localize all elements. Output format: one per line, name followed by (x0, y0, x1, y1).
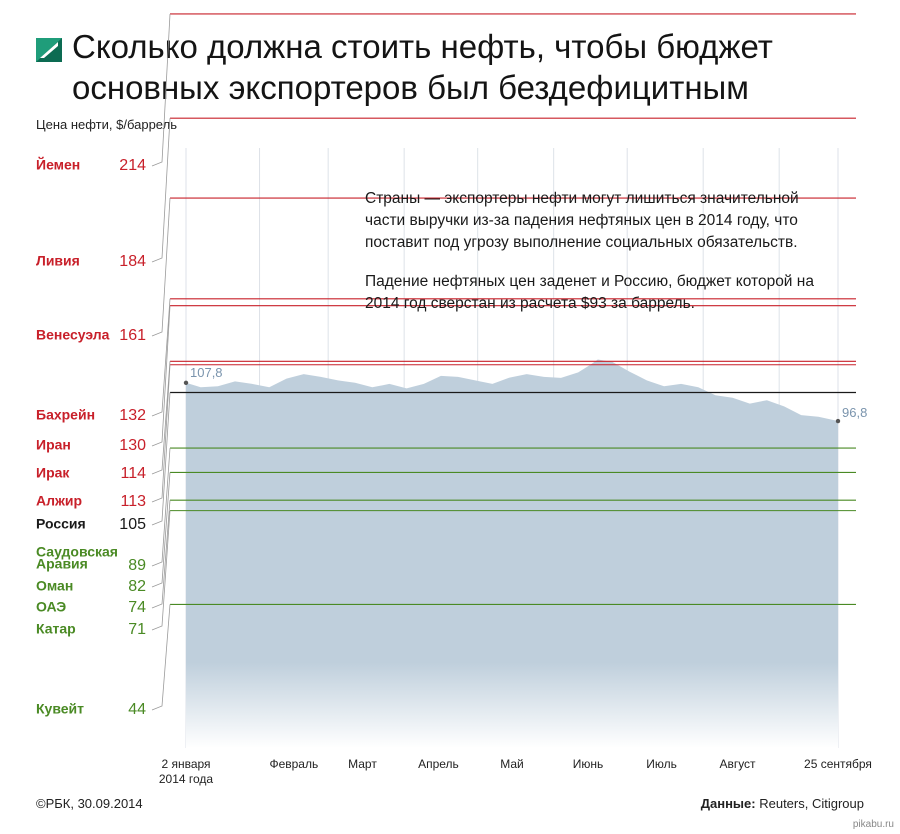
note-paragraph-1: Страны — экспортеры нефти могут лишиться… (365, 190, 799, 251)
country-label-1: Ливия (36, 253, 80, 269)
connector-12 (151, 604, 171, 711)
source-credit: ©РБК, 30.09.2014 (36, 796, 143, 811)
country-value-9: 82 (128, 578, 146, 595)
x-tick-label-5: Июнь (573, 757, 604, 771)
country-value-5: 114 (120, 465, 146, 482)
x-tick-label-7: Август (719, 757, 756, 771)
country-value-11: 71 (128, 621, 146, 638)
country-label-10: ОАЭ (36, 599, 66, 615)
country-value-4: 130 (119, 437, 146, 454)
country-label-6: Алжир (36, 493, 82, 509)
end-point (835, 418, 841, 424)
connector-7 (151, 392, 171, 526)
connector-0 (151, 13, 171, 167)
end-value-label: 96,8 (842, 405, 867, 420)
country-value-7: 105 (119, 516, 146, 533)
chart-title: Сколько должна стоить нефть, чтобы бюдже… (72, 26, 872, 108)
country-labels: Йемен 214 Ливия 184 Венесуэла 161 Бахрейн 132 Ир… (36, 13, 171, 718)
x-tick-label-1: Февраль (269, 757, 318, 771)
y-axis-unit-label: Цена нефти, $/баррель (36, 117, 177, 132)
country-value-0: 214 (119, 157, 146, 174)
country-value-3: 132 (119, 407, 146, 424)
x-tick-label-3: Апрель (418, 757, 459, 771)
country-label-2: Венесуэла (36, 327, 110, 343)
country-label-3: Бахрейн (36, 407, 95, 423)
x-tick-label-8: 25 сентября (804, 757, 872, 771)
watermark: pikabu.ru (852, 819, 894, 830)
note-paragraph-2: Падение нефтяных цен заденет и Россию, б… (365, 273, 814, 312)
country-label-4: Иран (36, 437, 71, 453)
country-label-11: Катар (36, 621, 76, 637)
country-value-12: 44 (128, 701, 146, 718)
connector-11 (151, 510, 171, 631)
connector-1 (151, 118, 171, 263)
x-tick-label-2: Март (348, 757, 377, 771)
start-value-label: 107,8 (190, 365, 223, 380)
country-label-7: Россия (36, 516, 86, 532)
price-endpoints: 107,8 96,8 (183, 365, 867, 424)
title-line-1: Сколько должна стоить нефть, чтобы бюдже… (72, 28, 773, 65)
annotation-note: Страны — экспортеры нефти могут лишиться… (365, 188, 835, 332)
country-value-6: 113 (120, 493, 146, 510)
country-label-saudi-line1: Саудовская (36, 544, 118, 560)
country-label-0: Йемен (36, 156, 80, 173)
connector-4 (151, 305, 171, 447)
connector-8 (151, 448, 171, 567)
country-label-saudi-line2: Аравия (36, 556, 88, 572)
country-value-8: 89 (128, 557, 146, 574)
country-value-1: 184 (119, 253, 146, 270)
country-label-5: Ирак (36, 465, 70, 481)
x-tick-label-0-line1: 2 января (161, 757, 210, 771)
connector-2 (151, 198, 171, 337)
connector-6 (151, 364, 171, 503)
data-sources-value: Reuters, Citigroup (759, 796, 864, 811)
connector-9 (151, 472, 171, 588)
connector-10 (151, 500, 171, 609)
country-value-10: 74 (128, 599, 146, 616)
x-tick-label-4: Май (500, 757, 524, 771)
x-tick-label-6: Июль (646, 757, 677, 771)
connector-5 (151, 361, 171, 475)
data-sources-label: Данные: (700, 796, 756, 811)
breakeven-lines (170, 13, 856, 605)
x-tick-label-0-line2: 2014 года (159, 772, 214, 786)
country-label-12: Кувейт (36, 701, 84, 717)
data-sources: Данные: Reuters, Citigroup (701, 796, 864, 811)
start-point (183, 380, 189, 386)
title-line-2: основных экспортеров был бездефицитным (72, 69, 749, 106)
country-label-9: Оман (36, 578, 73, 594)
rbc-logo-icon (36, 38, 62, 62)
country-value-2: 161 (119, 327, 146, 344)
connector-3 (151, 298, 171, 417)
oil-price-area (186, 359, 838, 748)
